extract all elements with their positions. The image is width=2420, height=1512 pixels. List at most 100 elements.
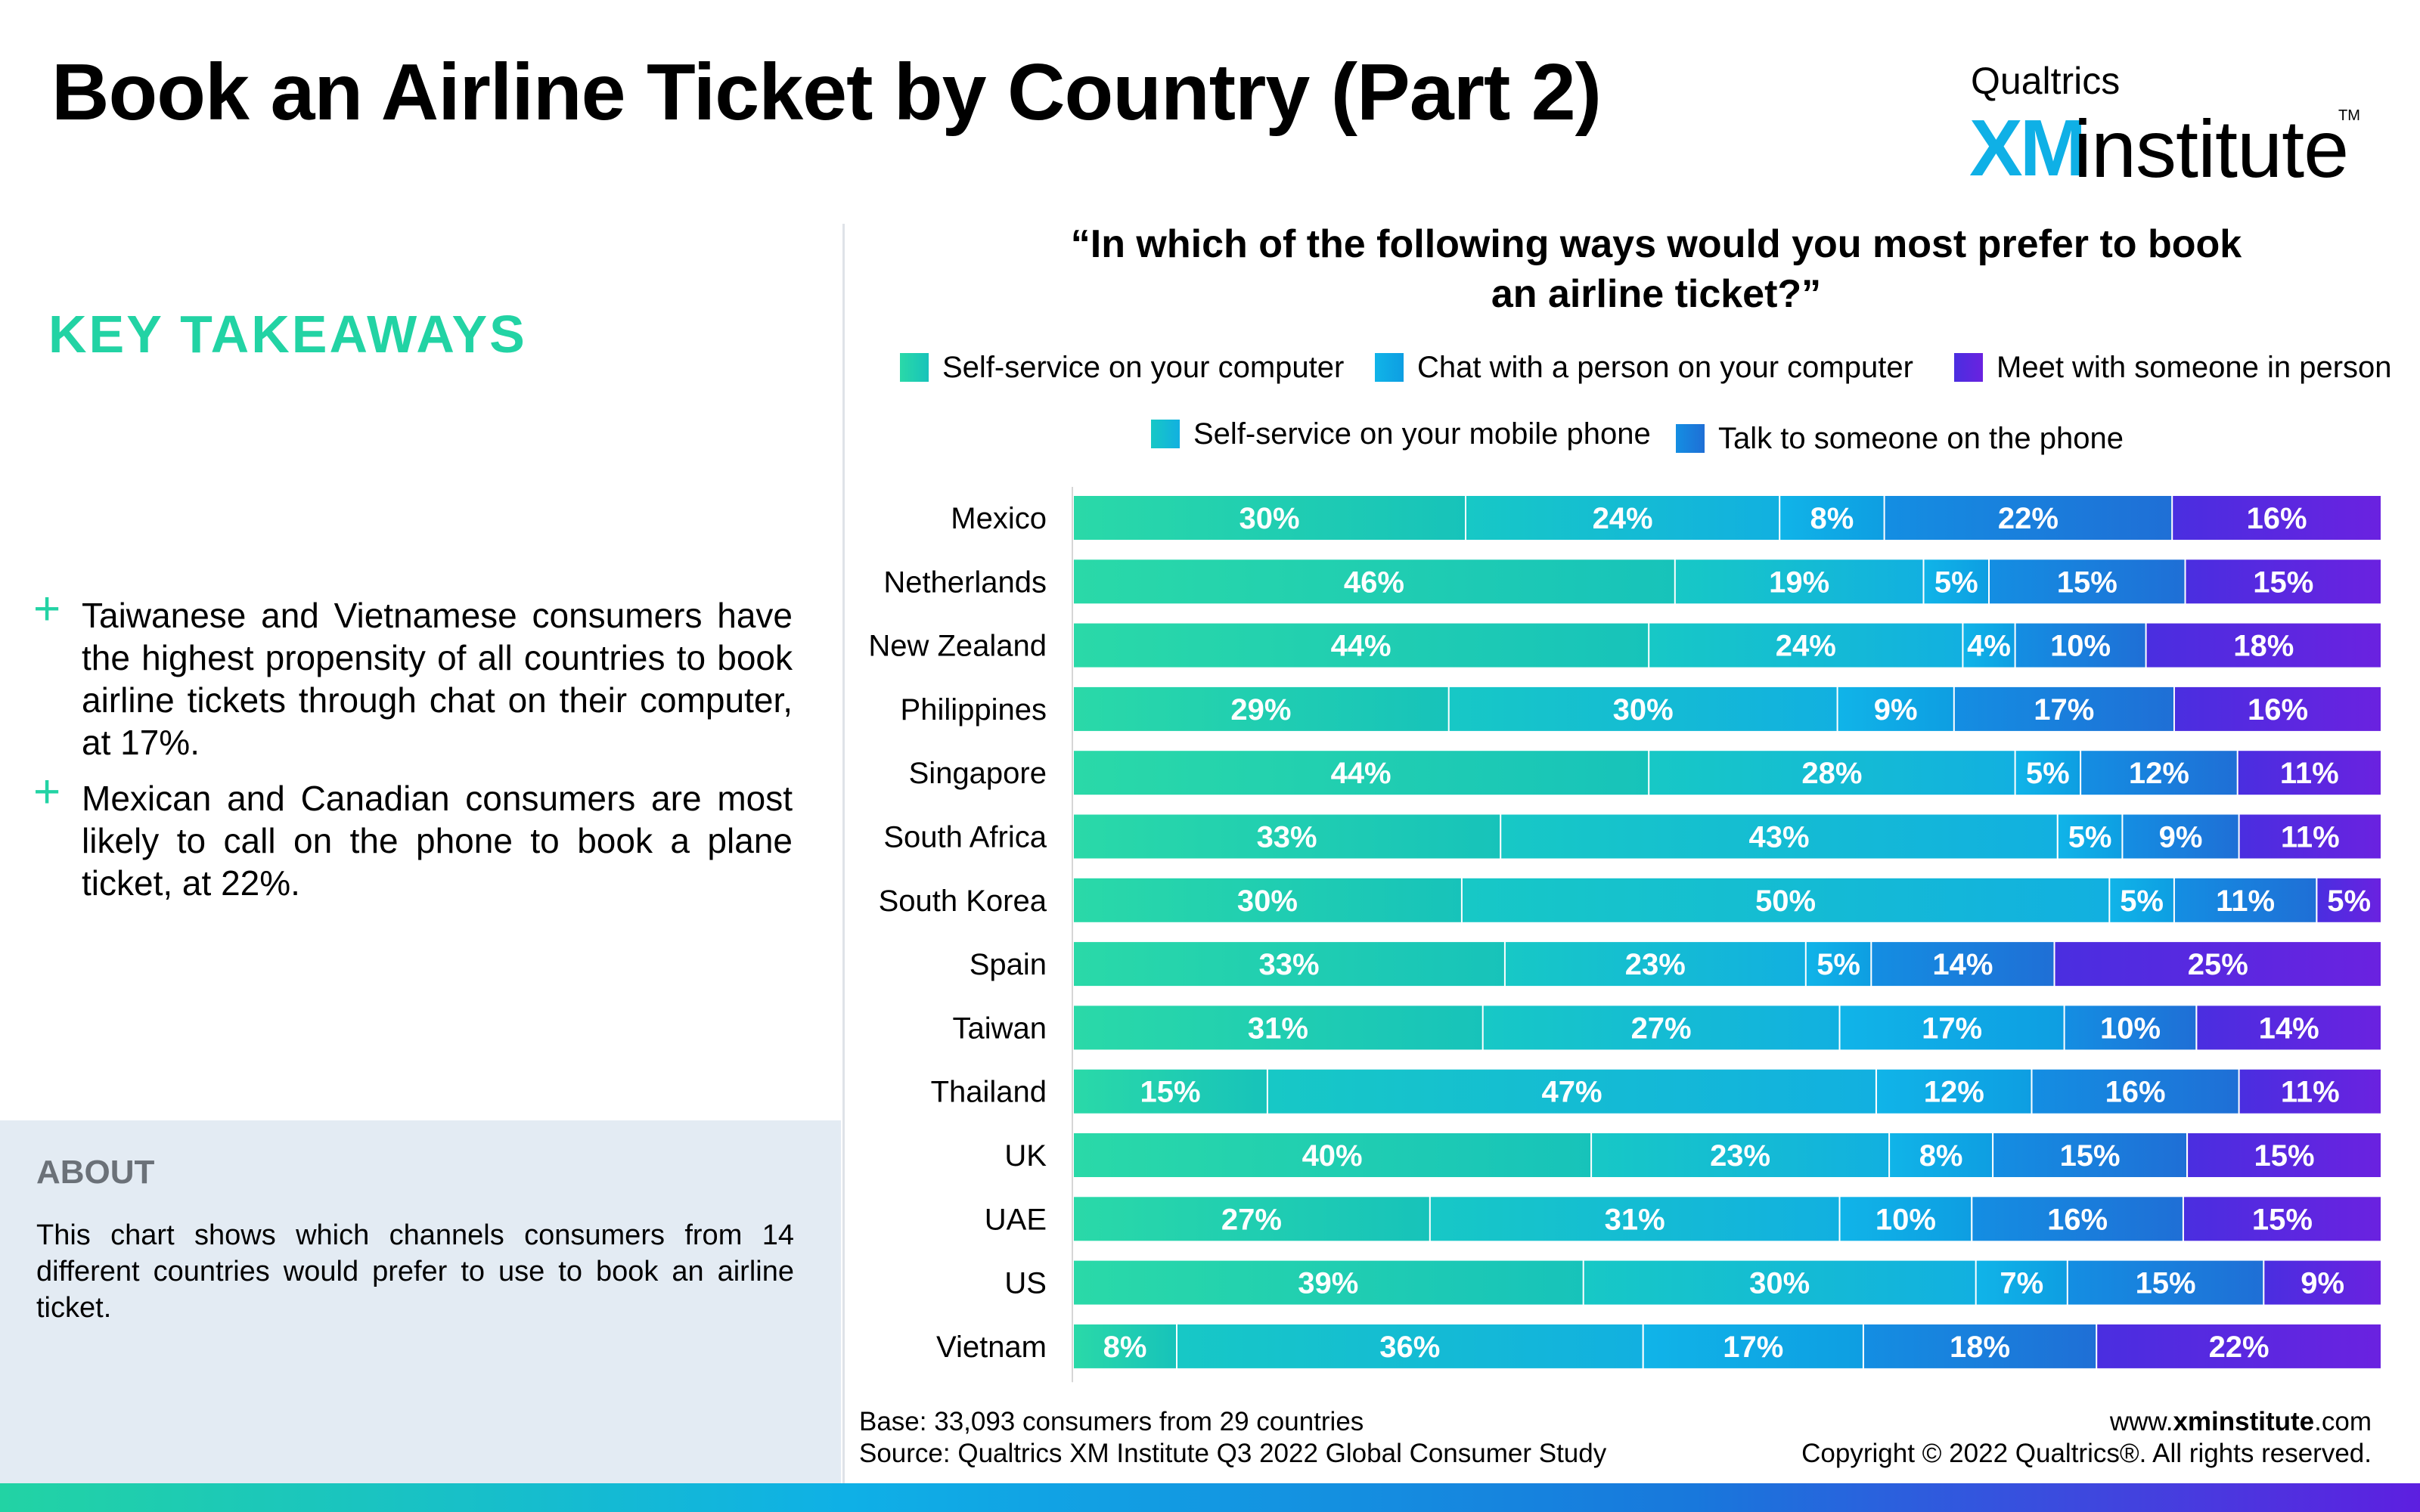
data-label: 30% xyxy=(1239,502,1299,535)
legend-swatch xyxy=(1676,424,1705,453)
bar-segment xyxy=(1430,1197,1839,1241)
data-label: 5% xyxy=(1817,948,1860,981)
data-label: 31% xyxy=(1605,1203,1665,1236)
data-label: 44% xyxy=(1331,630,1392,663)
bar-row: UAE 27% 31% 10% 16% 15% xyxy=(985,1197,2381,1241)
data-label: 46% xyxy=(1344,565,1404,599)
about-box: ABOUT This chart shows which channels co… xyxy=(0,1120,841,1483)
bar-row: US 39% 30% 7% 15% 9% xyxy=(1004,1260,2381,1305)
data-label: 18% xyxy=(1950,1331,2010,1364)
data-label: 4% xyxy=(1967,630,2011,663)
data-label: 17% xyxy=(2034,693,2094,727)
category-label: New Zealand xyxy=(868,630,1047,663)
legend-item-self-service-computer: Self-service on your computer xyxy=(900,349,1344,386)
plus-icon: + xyxy=(33,766,61,818)
bar-segment xyxy=(2055,942,2381,987)
bar-segment xyxy=(1074,1260,1583,1305)
footer-url[interactable]: www.xminstitute.com xyxy=(2109,1407,2372,1436)
bar-segment xyxy=(2183,1197,2381,1241)
data-label: 9% xyxy=(2159,821,2203,854)
data-label: 14% xyxy=(1932,948,1993,981)
data-label: 23% xyxy=(1710,1139,1770,1173)
category-label: Netherlands xyxy=(883,565,1047,599)
data-label: 12% xyxy=(2129,757,2189,790)
data-label: 12% xyxy=(1924,1076,1984,1109)
data-label: 22% xyxy=(1998,502,2059,535)
bar-segment xyxy=(2123,814,2238,859)
footer-left: Base: 33,093 consumers from 29 countries… xyxy=(859,1406,1606,1470)
category-label: Mexico xyxy=(951,502,1047,535)
logo-qualtrics-text: Qualtrics xyxy=(1971,60,2121,102)
data-label: 47% xyxy=(1541,1076,1602,1109)
data-label: 16% xyxy=(2047,1203,2108,1236)
bar-segment xyxy=(1074,623,1649,668)
data-label: 15% xyxy=(2253,565,2313,599)
bar-segment xyxy=(1177,1324,1643,1368)
data-label: 33% xyxy=(1257,821,1317,854)
bar-segment xyxy=(1877,1069,2031,1114)
bar-segment xyxy=(2065,1005,2196,1050)
bar-segment xyxy=(2238,751,2381,795)
data-label: 16% xyxy=(2105,1076,2166,1109)
bar-segment xyxy=(2239,1069,2381,1114)
bar-segment xyxy=(2081,751,2237,795)
bar-row: Spain 33% 23% 5% 14% 25% xyxy=(970,942,2381,987)
takeaway-item: Taiwanese and Vietnamese consumers have … xyxy=(82,596,793,762)
bar-segment xyxy=(1449,686,1837,731)
bar-segment xyxy=(1074,878,1461,922)
bar-segment xyxy=(2068,1260,2263,1305)
bar-row: Mexico 30% 24% 8% 22% 16% xyxy=(951,496,2381,540)
category-label: US xyxy=(1004,1267,1047,1300)
category-label: Singapore xyxy=(909,757,1047,790)
bar-segment xyxy=(1780,496,1884,540)
bar-segment xyxy=(2174,878,2316,922)
bar-segment xyxy=(2015,751,2080,795)
bar-segment xyxy=(1501,814,2057,859)
data-label: 15% xyxy=(1140,1076,1200,1109)
bar-segment xyxy=(1872,942,2054,987)
data-label: 15% xyxy=(2252,1203,2313,1236)
takeaway-item: Mexican and Canadian consumers are most … xyxy=(82,779,793,903)
bar-segment xyxy=(1505,942,1805,987)
bar-segment xyxy=(1643,1324,1863,1368)
bar-segment xyxy=(1649,751,2015,795)
data-label: 11% xyxy=(2281,1076,2340,1109)
stacked-bar-chart: Mexico 30% 24% 8% 22% 16% Netherlands 46% 19% 5% 1… xyxy=(868,487,2381,1383)
bar-segment xyxy=(1890,1133,1993,1177)
bar-segment xyxy=(2173,496,2381,540)
category-label: South Africa xyxy=(883,821,1047,854)
data-label: 10% xyxy=(1876,1203,1936,1236)
bar-segment xyxy=(1074,1133,1591,1177)
data-label: 50% xyxy=(1755,885,1816,918)
bar-segment xyxy=(1584,1260,1975,1305)
data-label: 24% xyxy=(1776,630,1836,663)
bar-segment xyxy=(1074,814,1500,859)
bar-segment xyxy=(1074,1197,1429,1241)
data-label: 30% xyxy=(1613,693,1674,727)
data-label: 15% xyxy=(2136,1267,2196,1300)
data-label: 25% xyxy=(2188,948,2248,981)
bar-segment xyxy=(1990,559,2185,604)
data-label: 15% xyxy=(2057,565,2118,599)
bar-segment xyxy=(2146,623,2381,668)
data-label: 5% xyxy=(2120,885,2164,918)
bar-segment xyxy=(1976,1260,2067,1305)
data-label: 39% xyxy=(1298,1267,1358,1300)
bar-row: Singapore 44% 28% 5% 12% 11% xyxy=(909,751,2381,795)
logo-institute-text: institute xyxy=(2074,103,2349,194)
bar-segment xyxy=(2058,814,2122,859)
category-label: South Korea xyxy=(879,885,1047,918)
data-label: 28% xyxy=(1801,757,1862,790)
category-label: UAE xyxy=(985,1203,1047,1236)
legend-label: Meet with someone in person xyxy=(1996,350,2392,384)
bar-segment xyxy=(1074,1324,1176,1368)
data-label: 5% xyxy=(2068,821,2112,854)
bar-segment xyxy=(1483,1005,1839,1050)
bar-segment xyxy=(2239,814,2381,859)
legend-label: Chat with a person on your computer xyxy=(1417,350,1913,384)
data-label: 36% xyxy=(1379,1331,1440,1364)
legend-swatch xyxy=(1151,420,1180,448)
bar-segment xyxy=(1954,686,2173,731)
page-title: Book an Airline Ticket by Country (Part … xyxy=(51,48,1602,137)
bar-segment xyxy=(1840,1005,2064,1050)
